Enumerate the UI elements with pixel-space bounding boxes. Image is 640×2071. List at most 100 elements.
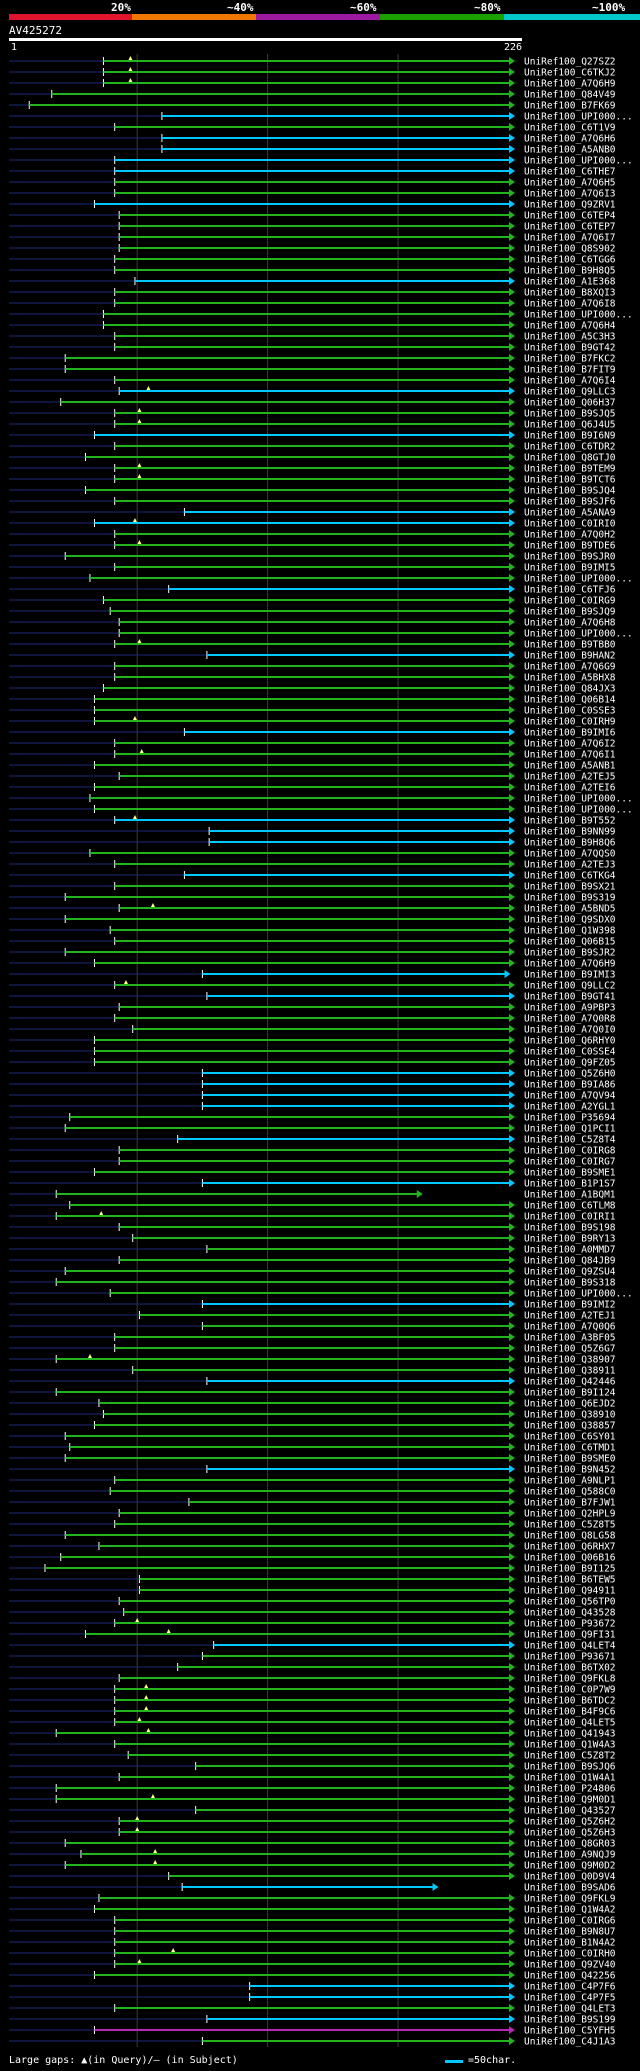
hit-row[interactable]: UniRef100_A7Q6I1 (9, 749, 616, 761)
hit-label[interactable]: UniRef100_B9S199 (524, 2015, 616, 2026)
hit-label[interactable]: UniRef100_B9GT42 (524, 343, 616, 354)
hit-label[interactable]: UniRef100_A7Q6I4 (524, 376, 616, 387)
hit-label[interactable]: UniRef100_UPI000... (524, 112, 633, 123)
hit-label[interactable]: UniRef100_Q9LLC2 (524, 981, 616, 992)
hit-row[interactable]: UniRef100_Q9FI31 (9, 1629, 616, 1641)
hit-row[interactable]: UniRef100_A3BF05 (9, 1333, 616, 1344)
hit-row[interactable]: UniRef100_B9I125 (9, 1564, 616, 1575)
hit-row[interactable]: UniRef100_A7Q6I7 (9, 233, 616, 244)
hit-row[interactable]: UniRef100_Q38911 (9, 1366, 616, 1377)
hit-label[interactable]: UniRef100_Q8GR03 (524, 1839, 616, 1850)
hit-row[interactable]: UniRef100_Q8S902 (9, 244, 616, 255)
hit-label[interactable]: UniRef100_A7QV94 (524, 1091, 616, 1102)
hit-label[interactable]: UniRef100_Q9FI31 (524, 1630, 616, 1641)
hit-row[interactable]: UniRef100_Q6EJD2 (9, 1399, 616, 1410)
hit-row[interactable]: UniRef100_B6TX02 (9, 1663, 616, 1674)
hit-row[interactable]: UniRef100_B4F9C6 (9, 1706, 616, 1718)
hit-row[interactable]: UniRef100_Q06H37 (9, 398, 616, 409)
hit-row[interactable]: UniRef100_B9I6N9 (9, 431, 616, 442)
hit-row[interactable]: UniRef100_Q8GTJ0 (9, 453, 616, 464)
hit-label[interactable]: UniRef100_A2YGL1 (524, 1102, 616, 1113)
hit-row[interactable]: UniRef100_C5YFH5 (9, 2026, 616, 2037)
hit-label[interactable]: UniRef100_Q9FKL8 (524, 1674, 616, 1685)
hit-row[interactable]: UniRef100_B9RY13 (9, 1234, 616, 1245)
hit-row[interactable]: UniRef100_Q1W4A3 (9, 1740, 616, 1751)
hit-row[interactable]: UniRef100_Q8LG58 (9, 1531, 616, 1542)
hit-label[interactable]: UniRef100_B9RY13 (524, 1234, 616, 1245)
hit-row[interactable]: UniRef100_Q6RHY0 (9, 1036, 616, 1047)
hit-label[interactable]: UniRef100_Q06H37 (524, 398, 616, 409)
hit-row[interactable]: UniRef100_C4J1A3 (9, 2037, 616, 2048)
hit-label[interactable]: UniRef100_B7FKC2 (524, 354, 616, 365)
hit-label[interactable]: UniRef100_B9TBB0 (524, 640, 616, 651)
hit-row[interactable]: UniRef100_C0IRG6 (9, 1916, 616, 1927)
hit-label[interactable]: UniRef100_Q06B15 (524, 937, 616, 948)
hit-label[interactable]: UniRef100_C6TMD1 (524, 1443, 616, 1454)
hit-label[interactable]: UniRef100_B4F9C6 (524, 1707, 616, 1718)
hit-row[interactable]: UniRef100_A1E368 (9, 277, 616, 288)
hit-row[interactable]: UniRef100_B9T552 (9, 815, 616, 827)
hit-row[interactable]: UniRef100_A2TEJ1 (9, 1311, 616, 1322)
hit-label[interactable]: UniRef100_A7Q6I3 (524, 189, 616, 200)
hit-row[interactable]: UniRef100_Q4LET3 (9, 2004, 616, 2015)
hit-row[interactable]: UniRef100_B9N8U7 (9, 1927, 616, 1938)
hit-label[interactable]: UniRef100_Q43527 (524, 1806, 616, 1817)
hit-row[interactable]: UniRef100_A1BQM1 (9, 1190, 616, 1201)
hit-row[interactable]: UniRef100_B9HAN2 (9, 651, 616, 662)
hit-label[interactable]: UniRef100_A7Q6H5 (524, 178, 616, 189)
hit-row[interactable]: UniRef100_Q5Z6H2 (9, 1816, 616, 1828)
hit-label[interactable]: UniRef100_Q6J4U5 (524, 420, 616, 431)
hit-label[interactable]: UniRef100_B9SJR0 (524, 552, 616, 563)
hit-row[interactable]: UniRef100_Q9M0D1 (9, 1794, 616, 1806)
hit-row[interactable]: UniRef100_A7Q6I3 (9, 189, 616, 200)
hit-label[interactable]: UniRef100_Q43528 (524, 1608, 616, 1619)
hit-label[interactable]: UniRef100_Q41943 (524, 1729, 616, 1740)
hit-label[interactable]: UniRef100_A5ANB1 (524, 761, 616, 772)
hit-row[interactable]: UniRef100_B6TEW5 (9, 1575, 616, 1586)
hit-row[interactable]: UniRef100_B1N4A2 (9, 1938, 616, 1949)
hit-label[interactable]: UniRef100_Q8LG58 (524, 1531, 616, 1542)
hit-row[interactable]: UniRef100_UPI000... (9, 574, 633, 585)
hit-row[interactable]: UniRef100_C5Z8T5 (9, 1520, 616, 1531)
hit-label[interactable]: UniRef100_Q5Z6H2 (524, 1817, 616, 1828)
hit-row[interactable]: UniRef100_P24806 (9, 1784, 616, 1795)
hit-row[interactable]: UniRef100_A7Q6I8 (9, 299, 616, 310)
hit-row[interactable]: UniRef100_A2YGL1 (9, 1102, 616, 1113)
hit-label[interactable]: UniRef100_B9SJR2 (524, 948, 616, 959)
hit-label[interactable]: UniRef100_B8XQI3 (524, 288, 616, 299)
hit-row[interactable]: UniRef100_B9S199 (9, 2015, 616, 2026)
hit-label[interactable]: UniRef100_Q9M0D1 (524, 1795, 616, 1806)
hit-row[interactable]: UniRef100_Q41943 (9, 1728, 616, 1740)
hit-row[interactable]: UniRef100_P93671 (9, 1652, 616, 1663)
hit-row[interactable]: UniRef100_A0MMD7 (9, 1245, 616, 1256)
hit-label[interactable]: UniRef100_B9NN99 (524, 827, 616, 838)
hit-row[interactable]: UniRef100_UPI000... (9, 805, 633, 816)
hit-row[interactable]: UniRef100_Q4LET4 (9, 1641, 616, 1652)
hit-row[interactable]: UniRef100_C0IRI0 (9, 518, 616, 530)
hit-label[interactable]: UniRef100_A7Q6I1 (524, 750, 616, 761)
hit-row[interactable]: UniRef100_B9SX21 (9, 882, 616, 893)
hit-row[interactable]: UniRef100_C0SSE3 (9, 706, 616, 717)
hit-row[interactable]: UniRef100_P35694 (9, 1113, 616, 1124)
hit-row[interactable]: UniRef100_B9TBB0 (9, 639, 616, 651)
hit-label[interactable]: UniRef100_A5ANA9 (524, 508, 616, 519)
hit-label[interactable]: UniRef100_B9S318 (524, 1278, 616, 1289)
hit-row[interactable]: UniRef100_A5C3H3 (9, 332, 616, 343)
hit-row[interactable]: UniRef100_Q5Z6H3 (9, 1827, 616, 1839)
hit-row[interactable]: UniRef100_B7FJW1 (9, 1498, 616, 1509)
hit-row[interactable]: UniRef100_C6TKG4 (9, 871, 616, 882)
hit-label[interactable]: UniRef100_A2TEJ3 (524, 860, 616, 871)
hit-row[interactable]: UniRef100_B7FKC2 (9, 354, 616, 365)
hit-label[interactable]: UniRef100_B9S319 (524, 893, 616, 904)
hit-row[interactable]: UniRef100_B9TDE6 (9, 540, 616, 552)
hit-row[interactable]: UniRef100_B9IMI2 (9, 1300, 616, 1311)
hit-row[interactable]: UniRef100_B9H8Q6 (9, 838, 616, 849)
hit-label[interactable]: UniRef100_A2TEJ1 (524, 1311, 616, 1322)
hit-label[interactable]: UniRef100_C0SSE3 (524, 706, 616, 717)
hit-row[interactable]: UniRef100_A7Q6H9 (9, 78, 616, 90)
hit-row[interactable]: UniRef100_C0IRH9 (9, 716, 616, 728)
hit-row[interactable]: UniRef100_B7FIT9 (9, 365, 616, 376)
hit-row[interactable]: UniRef100_A5BND5 (9, 903, 616, 915)
hit-label[interactable]: UniRef100_Q1W398 (524, 926, 616, 937)
hit-label[interactable]: UniRef100_B9SJQ4 (524, 486, 616, 497)
